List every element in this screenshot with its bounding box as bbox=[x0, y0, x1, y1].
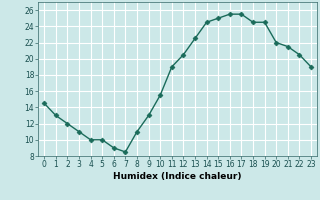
X-axis label: Humidex (Indice chaleur): Humidex (Indice chaleur) bbox=[113, 172, 242, 181]
